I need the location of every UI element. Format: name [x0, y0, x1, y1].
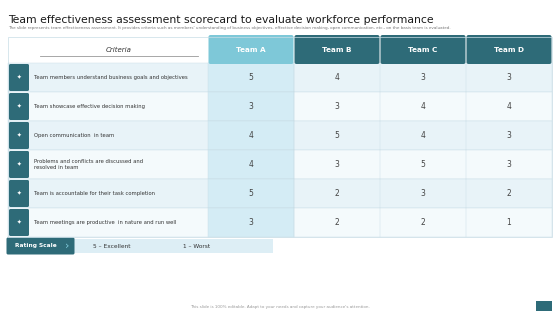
Text: 5: 5	[421, 160, 426, 169]
FancyBboxPatch shape	[208, 35, 293, 64]
Text: 4: 4	[507, 102, 511, 111]
Text: ✦: ✦	[17, 75, 21, 80]
Text: 4: 4	[334, 73, 339, 82]
Text: 3: 3	[421, 73, 426, 82]
Bar	[8, 208, 552, 237]
Text: ✦: ✦	[17, 133, 21, 138]
FancyBboxPatch shape	[9, 93, 29, 120]
Bar	[208, 208, 294, 237]
Text: Team is accountable for their task completion: Team is accountable for their task compl…	[34, 191, 155, 196]
Text: This slide is 100% editable. Adapt to your needs and capture your audience's att: This slide is 100% editable. Adapt to yo…	[190, 305, 370, 309]
FancyBboxPatch shape	[380, 35, 465, 64]
Text: 4: 4	[249, 160, 254, 169]
Text: 1: 1	[507, 218, 511, 227]
Bar	[8, 179, 552, 208]
Text: 2: 2	[335, 189, 339, 198]
FancyBboxPatch shape	[9, 151, 29, 178]
Text: Criteria: Criteria	[106, 47, 132, 53]
Text: 5: 5	[249, 189, 254, 198]
FancyBboxPatch shape	[295, 35, 380, 64]
Text: 4: 4	[421, 102, 426, 111]
Bar	[73, 239, 273, 253]
Text: Team effectiveness assessment scorecard to evaluate workforce performance: Team effectiveness assessment scorecard …	[8, 15, 433, 25]
Text: 2: 2	[335, 218, 339, 227]
Bar	[208, 179, 294, 208]
Bar	[208, 121, 294, 150]
Bar	[8, 121, 552, 150]
Text: Team meetings are productive  in nature and run well: Team meetings are productive in nature a…	[34, 220, 176, 225]
Text: 3: 3	[249, 102, 254, 111]
Text: ✦: ✦	[17, 104, 21, 109]
Bar	[8, 92, 552, 121]
Text: ✦: ✦	[17, 162, 21, 167]
Text: Team members understand business goals and objectives: Team members understand business goals a…	[34, 75, 188, 80]
Text: 3: 3	[507, 73, 511, 82]
Text: 4: 4	[249, 131, 254, 140]
Bar	[208, 63, 294, 92]
Text: ›: ›	[65, 241, 69, 251]
Text: 5: 5	[334, 131, 339, 140]
Text: The slide represents team effectiveness assessment. It provides criteria such as: The slide represents team effectiveness …	[8, 26, 451, 30]
Text: 3: 3	[507, 160, 511, 169]
Text: Team D: Team D	[494, 47, 524, 53]
Text: 4: 4	[421, 131, 426, 140]
Text: 5 – Excellent: 5 – Excellent	[93, 243, 130, 249]
FancyBboxPatch shape	[9, 180, 29, 207]
Bar	[8, 63, 552, 92]
FancyBboxPatch shape	[9, 64, 29, 91]
Text: ✦: ✦	[17, 191, 21, 196]
Bar	[8, 150, 552, 179]
Text: 1 – Worst: 1 – Worst	[183, 243, 210, 249]
Text: Team A: Team A	[236, 47, 266, 53]
Text: 2: 2	[421, 218, 426, 227]
FancyBboxPatch shape	[9, 122, 29, 149]
Text: 3: 3	[421, 189, 426, 198]
Text: Team showcase effective decision making: Team showcase effective decision making	[34, 104, 145, 109]
Text: ✦: ✦	[17, 220, 21, 225]
Text: 3: 3	[334, 102, 339, 111]
Text: 5: 5	[249, 73, 254, 82]
Text: Team B: Team B	[322, 47, 352, 53]
Text: 2: 2	[507, 189, 511, 198]
Bar	[208, 92, 294, 121]
Bar	[8, 37, 552, 237]
Text: 3: 3	[507, 131, 511, 140]
Text: 3: 3	[249, 218, 254, 227]
Bar	[536, 301, 552, 311]
Text: Rating Scale: Rating Scale	[15, 243, 57, 249]
Text: Problems and conflicts are discussed and
resolved in team: Problems and conflicts are discussed and…	[34, 159, 143, 170]
FancyBboxPatch shape	[466, 35, 552, 64]
Bar	[208, 150, 294, 179]
Text: Team C: Team C	[408, 47, 438, 53]
FancyBboxPatch shape	[9, 209, 29, 236]
Text: 3: 3	[334, 160, 339, 169]
Text: Open communication  in team: Open communication in team	[34, 133, 114, 138]
FancyBboxPatch shape	[7, 238, 74, 255]
